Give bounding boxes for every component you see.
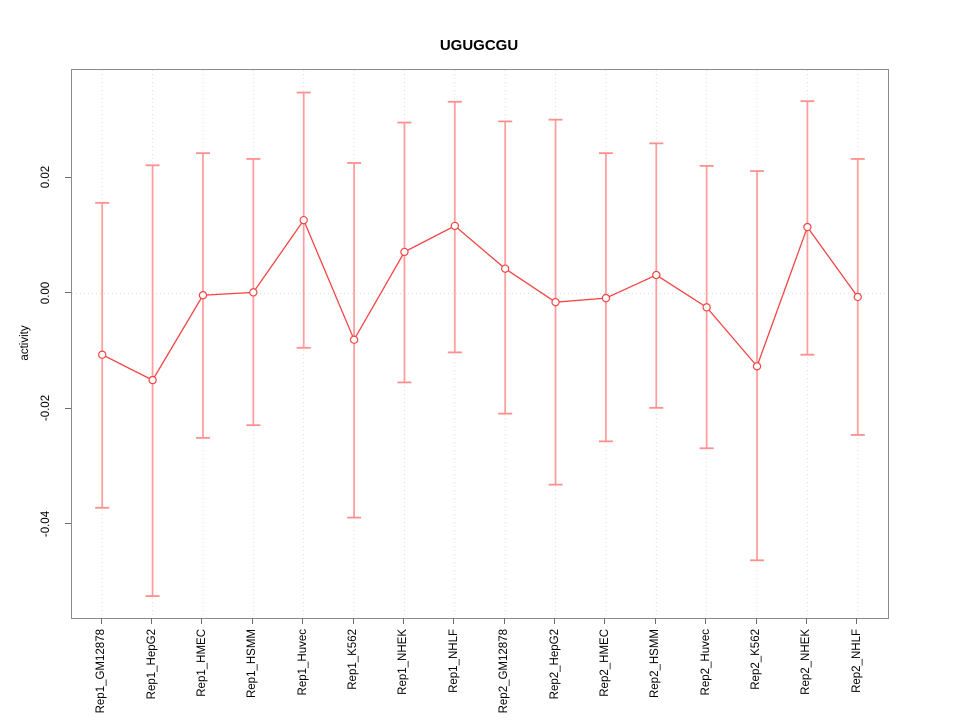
y-tick-label: 0.02 xyxy=(40,165,52,189)
x-tick-label: Rep2_NHLF xyxy=(850,629,863,693)
data-point xyxy=(98,350,107,359)
x-axis-tick xyxy=(151,618,153,624)
data-point xyxy=(349,335,359,344)
x-axis-tick xyxy=(805,618,807,624)
chart-canvas xyxy=(72,70,888,618)
x-tick-label: Rep1_Huvec xyxy=(296,629,309,696)
x-tick-label: Rep2_Huvec xyxy=(699,629,712,696)
x-axis-tick xyxy=(302,618,304,624)
data-point xyxy=(551,297,560,307)
x-tick-label: Rep2_HepG2 xyxy=(548,629,561,700)
x-tick-label: Rep2_HMEC xyxy=(598,629,611,697)
x-tick-label: Rep1_HMEC xyxy=(195,629,208,697)
y-axis-tick xyxy=(65,407,71,409)
data-point xyxy=(652,270,661,280)
y-tick-label: 0.00 xyxy=(40,281,52,304)
x-axis-tick xyxy=(352,618,354,624)
x-tick-label: Rep1_HepG2 xyxy=(145,629,158,700)
x-axis-tick xyxy=(705,618,707,624)
plot-area xyxy=(71,69,889,619)
y-axis-label: activity xyxy=(19,325,31,361)
data-point xyxy=(450,221,460,231)
x-tick-label: Rep1_NHLF xyxy=(447,629,460,693)
y-tick-label: -0.04 xyxy=(40,510,52,537)
x-tick-label: Rep1_GM12878 xyxy=(95,629,108,714)
x-axis-tick xyxy=(856,618,858,624)
x-axis-tick xyxy=(251,618,253,624)
x-tick-label: Rep2_GM12878 xyxy=(498,629,511,714)
x-axis-tick xyxy=(100,618,102,624)
data-point xyxy=(500,264,510,273)
data-point xyxy=(249,288,258,297)
data-point xyxy=(148,375,157,385)
data-point xyxy=(853,292,862,302)
chart-title: UGUGCGU xyxy=(439,37,519,54)
data-point xyxy=(601,293,611,303)
data-point xyxy=(400,247,409,257)
x-tick-label: Rep1_K562 xyxy=(347,629,360,690)
x-axis-tick xyxy=(201,618,203,624)
x-tick-label: Rep1_NHEK xyxy=(397,629,410,695)
data-point xyxy=(803,222,812,232)
x-axis-tick xyxy=(503,618,505,624)
y-axis-tick xyxy=(65,176,71,178)
y-axis-tick xyxy=(65,523,71,524)
x-axis-tick xyxy=(453,618,455,624)
x-axis-tick xyxy=(604,618,606,624)
x-axis-tick xyxy=(755,618,757,624)
x-axis-tick xyxy=(554,618,556,624)
x-axis-tick xyxy=(654,618,656,624)
data-point xyxy=(198,291,208,300)
x-axis-tick xyxy=(402,618,404,624)
y-tick-label: -0.02 xyxy=(40,394,52,422)
x-tick-label: Rep2_NHEK xyxy=(800,629,813,695)
data-point xyxy=(299,215,308,225)
data-point xyxy=(702,303,711,312)
y-axis-tick xyxy=(65,292,71,293)
x-tick-label: Rep1_HSMM xyxy=(246,629,259,699)
series-line xyxy=(101,218,859,381)
x-tick-label: Rep2_K562 xyxy=(750,629,763,690)
data-point xyxy=(752,362,762,371)
x-tick-label: Rep2_HSMM xyxy=(649,629,662,699)
